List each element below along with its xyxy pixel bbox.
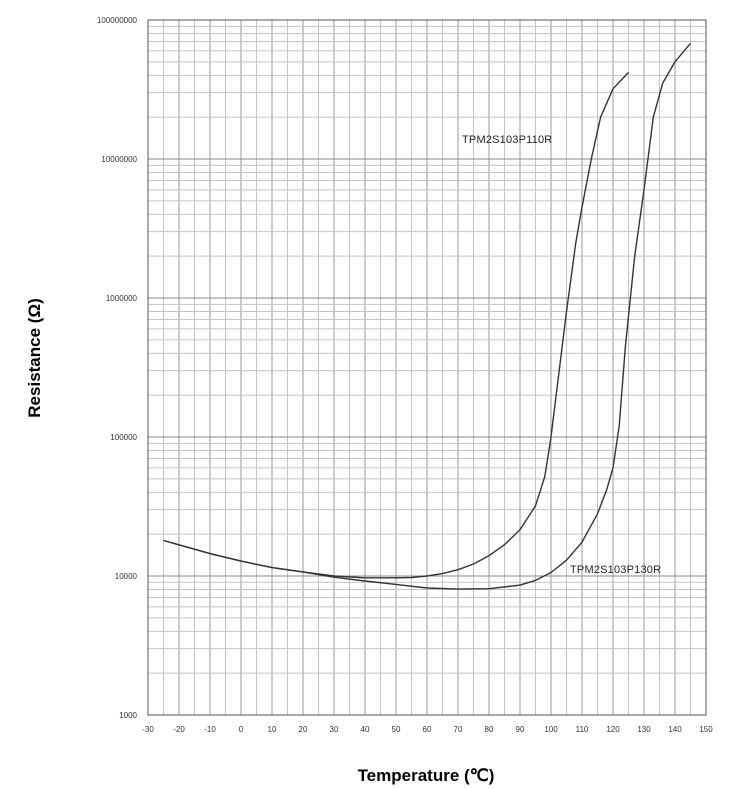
x-tick-label: 60	[423, 725, 432, 734]
series-line-tpm2s103p130r	[163, 42, 692, 590]
y-tick-label: 10000	[115, 572, 138, 581]
x-tick-label: 50	[392, 725, 401, 734]
x-tick-label: 110	[576, 725, 589, 734]
x-tick-label: -20	[173, 725, 185, 734]
x-tick-label: 70	[454, 725, 463, 734]
y-axis-title: Resistance (Ω)	[25, 298, 44, 417]
series-layer	[163, 42, 692, 590]
grid	[147, 19, 707, 716]
x-tick-label: -30	[142, 725, 154, 734]
x-tick-label: -10	[204, 725, 216, 734]
x-tick-label: 20	[299, 725, 308, 734]
x-tick-label: 40	[361, 725, 370, 734]
y-tick-label: 100000000	[97, 16, 138, 25]
x-tick-label: 80	[485, 725, 494, 734]
x-tick-label: 130	[637, 725, 651, 734]
series-label-tpm2s103p110r: TPM2S103P110R	[462, 134, 552, 146]
y-tick-label: 1000000	[106, 294, 138, 303]
x-tick-label: 90	[516, 725, 525, 734]
tick-labels: -30 -20 -10 0 10 20 30 40 50 60 70 80 90 100 110 120 130…	[97, 16, 713, 734]
series-label-tpm2s103p130r: TPM2S103P130R	[570, 564, 661, 576]
plot-frame	[147, 19, 707, 716]
x-tick-label: 10	[268, 725, 277, 734]
x-tick-label: 100	[544, 725, 558, 734]
x-tick-label: 30	[330, 725, 339, 734]
y-tick-label: 100000	[110, 433, 137, 442]
x-tick-label: 140	[668, 725, 682, 734]
y-tick-label: 1000	[119, 711, 137, 720]
x-tick-label: 120	[606, 725, 620, 734]
y-tick-label: 10000000	[101, 155, 137, 164]
x-tick-label: 0	[239, 725, 244, 734]
x-axis-title: Temperature (℃)	[358, 766, 495, 785]
x-tick-label: 150	[699, 725, 713, 734]
